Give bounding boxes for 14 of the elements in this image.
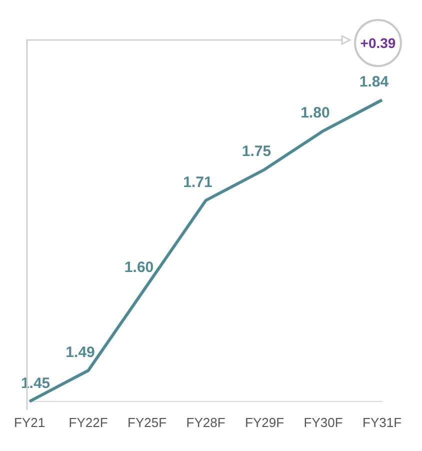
x-tick-label: FY31F — [362, 414, 402, 430]
data-label: 1.84 — [359, 74, 390, 91]
data-label: 1.60 — [124, 259, 154, 276]
data-label: 1.45 — [20, 375, 50, 392]
data-label: 1.49 — [66, 344, 95, 362]
x-tick-label: FY22F — [68, 414, 108, 430]
x-tick-label: FY29F — [245, 414, 284, 430]
data-label: 1.71 — [183, 174, 212, 192]
x-tick-label: FY28F — [186, 414, 226, 430]
x-tick-label: FY25F — [128, 414, 167, 430]
data-label: 1.80 — [300, 104, 330, 122]
data-label: 1.75 — [242, 143, 272, 160]
x-tick-label: FY30F — [304, 414, 343, 430]
x-tick-label: FY21 — [14, 414, 46, 430]
